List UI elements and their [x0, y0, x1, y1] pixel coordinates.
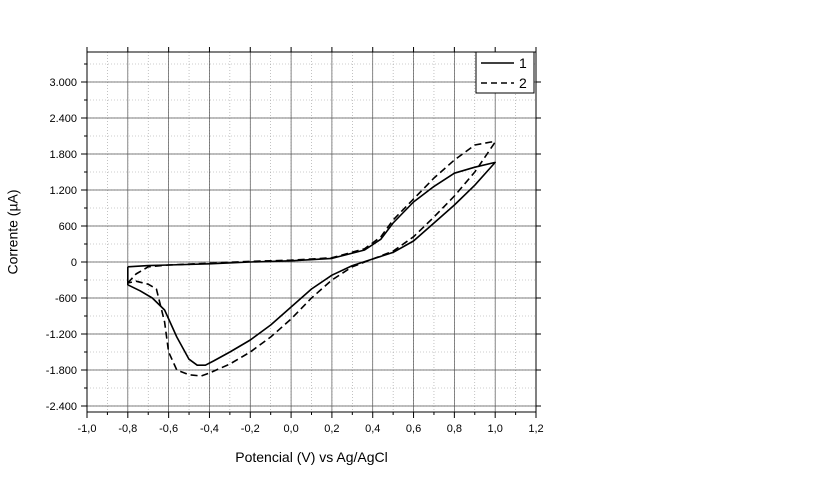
y-tick-label: 1.200: [49, 185, 77, 197]
y-tick-label: -1.800: [46, 365, 77, 377]
x-tick-label: -0,8: [118, 423, 137, 435]
y-tick-label: 600: [59, 221, 77, 233]
x-tick-label: 0,0: [283, 423, 298, 435]
legend-label-series-1: 1: [519, 55, 527, 71]
y-tick-label: 1.800: [49, 149, 77, 161]
axis-ticks: [81, 47, 541, 418]
legend-box: [475, 51, 535, 94]
legend-label-series-2: 2: [519, 75, 527, 91]
y-tick-label: 2.400: [49, 113, 77, 125]
y-tick-label: 3.000: [49, 77, 77, 89]
x-tick-label: -1,0: [78, 423, 97, 435]
x-tick-label: 1,2: [528, 423, 543, 435]
y-tick-label: 0: [71, 257, 77, 269]
y-tick-label: -2.400: [46, 401, 77, 413]
legend: 1 2: [475, 51, 535, 94]
y-tick-label: -600: [55, 293, 77, 305]
x-tick-label: -0,4: [200, 423, 219, 435]
y-tick-labels: -2.400 -1.800 -1.200 -600 0 600 1.200 1.800 2.40…: [46, 77, 77, 413]
x-tick-label: 0,8: [447, 423, 462, 435]
grid-lines: [86, 52, 537, 412]
series-layer: [127, 141, 497, 377]
x-tick-label: 0,4: [365, 423, 380, 435]
x-tick-label: 0,6: [406, 423, 421, 435]
x-tick-label: -0,6: [159, 423, 178, 435]
x-tick-label: -0,2: [241, 423, 260, 435]
x-tick-label: 1,0: [488, 423, 503, 435]
y-axis-title: Corrente (µA): [5, 189, 21, 274]
y-tick-label: -1.200: [46, 329, 77, 341]
x-tick-labels: -1,0 -0,8 -0,6 -0,4 -0,2 0,0 0,2 0,4 0,6 0,8 1,0 1,…: [78, 423, 544, 435]
x-tick-label: 0,2: [324, 423, 339, 435]
x-axis-title: Potencial (V) vs Ag/AgCl: [235, 449, 388, 465]
series-line-2: [127, 141, 497, 377]
